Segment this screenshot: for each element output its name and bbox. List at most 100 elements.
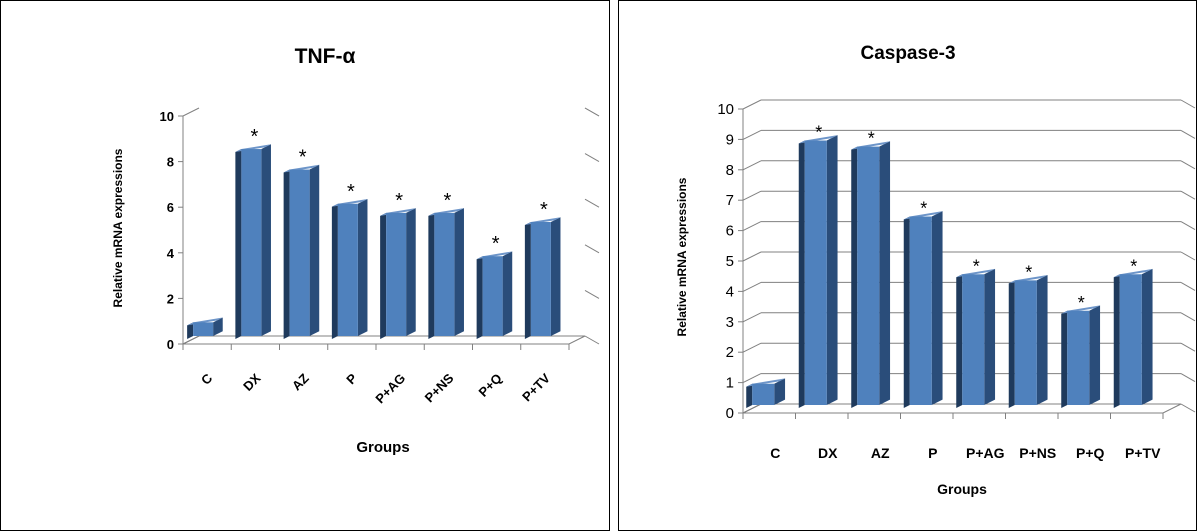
significance-marker: * bbox=[1130, 256, 1137, 276]
y-tick-label: 6 bbox=[167, 200, 174, 215]
grid-line-diagonal bbox=[742, 190, 762, 201]
bar-left-face bbox=[798, 140, 805, 408]
x-tick-label: C bbox=[770, 445, 780, 461]
significance-marker: * bbox=[540, 199, 548, 221]
wall-edge-line bbox=[1180, 221, 1196, 231]
grid-line-diagonal bbox=[742, 373, 762, 384]
wall-edge-line bbox=[1180, 251, 1196, 261]
wall-edge-line bbox=[1180, 342, 1196, 352]
bar-front bbox=[482, 256, 503, 336]
x-tick-label: P+Q bbox=[1076, 445, 1105, 461]
wall-edge-line bbox=[1180, 281, 1196, 291]
significance-marker: * bbox=[347, 181, 355, 203]
y-tick-label: 4 bbox=[726, 283, 734, 300]
right-chart-panel: Caspase-3 0 1 2 3 4 5 6 7 8 9 10 * * * * * * * C DX AZ P P+AG P+… bbox=[618, 0, 1197, 531]
bar-front bbox=[241, 149, 262, 336]
grid-line-diagonal bbox=[742, 160, 762, 171]
bar-side bbox=[1141, 268, 1153, 405]
bar bbox=[798, 135, 838, 408]
chart-title: Caspase-3 bbox=[860, 43, 955, 64]
significance-marker: * bbox=[250, 126, 258, 148]
y-tick-label: 4 bbox=[167, 246, 175, 261]
x-tick-label: P+AG bbox=[372, 371, 408, 407]
x-tick-label: P bbox=[928, 445, 937, 461]
bar bbox=[283, 164, 320, 339]
bar-left-face bbox=[331, 203, 338, 339]
bar-front bbox=[337, 203, 358, 336]
significance-marker: * bbox=[920, 199, 927, 219]
bar-side bbox=[406, 208, 416, 336]
wall-edge-line bbox=[1180, 160, 1196, 170]
bar-side bbox=[774, 378, 786, 405]
wall-edge-line bbox=[1180, 312, 1196, 322]
bar-left-face bbox=[903, 216, 910, 408]
bar bbox=[331, 198, 368, 339]
bar bbox=[1061, 305, 1101, 408]
y-tick-label: 10 bbox=[160, 109, 174, 124]
y-tick-label: 1 bbox=[726, 375, 734, 392]
bar-front bbox=[530, 222, 551, 336]
bar bbox=[851, 141, 891, 408]
significance-marker: * bbox=[815, 123, 822, 143]
bar-front bbox=[752, 383, 775, 405]
y-tick-label: 5 bbox=[726, 253, 734, 270]
bar-front bbox=[434, 212, 455, 336]
bar bbox=[476, 251, 513, 339]
significance-marker: * bbox=[868, 129, 875, 149]
chart-title: TNF-α bbox=[295, 45, 356, 68]
y-tick-label: 8 bbox=[726, 162, 734, 179]
y-tick-label: 6 bbox=[726, 223, 734, 240]
bar-front bbox=[193, 322, 214, 336]
bar-left-face bbox=[524, 222, 531, 339]
wall-edge-line bbox=[584, 289, 600, 299]
x-tick-label: DX bbox=[240, 370, 264, 394]
bar-left-face bbox=[1008, 280, 1015, 408]
x-tick-label: AZ bbox=[871, 445, 890, 461]
wall-edge-line bbox=[1180, 373, 1196, 383]
bar-side bbox=[826, 135, 838, 405]
wall-edge-line bbox=[584, 153, 600, 163]
wall-edge-line bbox=[584, 335, 600, 345]
bar-side bbox=[502, 251, 513, 336]
grid-line-diagonal bbox=[742, 129, 762, 140]
x-tick-label: P+TV bbox=[519, 370, 553, 404]
bar-side bbox=[984, 268, 996, 405]
bar-left-face bbox=[1061, 310, 1068, 408]
bar bbox=[1113, 268, 1153, 408]
x-tick-label: DX bbox=[818, 445, 838, 461]
y-tick-label: 9 bbox=[726, 131, 734, 148]
significance-marker: * bbox=[1025, 262, 1032, 282]
x-tick-label: C bbox=[198, 370, 216, 388]
x-tick-label: P+Q bbox=[475, 371, 504, 400]
bar-left-face bbox=[187, 322, 194, 339]
bar-side bbox=[357, 198, 368, 336]
grid-line-diagonal bbox=[742, 342, 762, 353]
y-tick-label: 3 bbox=[726, 314, 734, 331]
grid-line-diagonal bbox=[182, 107, 200, 117]
x-axis-title: Groups bbox=[937, 481, 987, 497]
wall-edge-line bbox=[1180, 129, 1196, 139]
y-tick-label: 0 bbox=[726, 405, 734, 422]
bar bbox=[187, 317, 223, 339]
y-tick-label: 10 bbox=[717, 101, 734, 118]
bar-left-face bbox=[851, 146, 858, 408]
wall-edge-line bbox=[584, 198, 600, 208]
bar bbox=[903, 211, 943, 408]
bar-left-face bbox=[476, 256, 483, 339]
bar-left-face bbox=[283, 169, 290, 339]
wall-edge-line bbox=[1180, 403, 1196, 413]
wall-edge-line bbox=[584, 244, 600, 254]
significance-marker: * bbox=[395, 190, 403, 212]
grid-line-diagonal bbox=[742, 312, 762, 323]
bar bbox=[1008, 274, 1048, 408]
significance-marker: * bbox=[443, 190, 451, 212]
bar-side bbox=[454, 208, 464, 336]
bar-side bbox=[309, 164, 320, 336]
y-axis-title: Relative mRNA expressions bbox=[675, 177, 689, 336]
bar-front bbox=[386, 212, 407, 336]
bar bbox=[524, 217, 561, 339]
significance-marker: * bbox=[1078, 293, 1085, 313]
bar-left-face bbox=[1113, 274, 1120, 408]
x-tick-label: AZ bbox=[289, 370, 312, 393]
y-tick-label: 8 bbox=[167, 155, 174, 170]
